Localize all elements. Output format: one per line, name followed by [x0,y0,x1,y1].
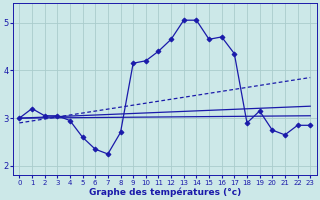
X-axis label: Graphe des températures (°c): Graphe des températures (°c) [89,187,241,197]
